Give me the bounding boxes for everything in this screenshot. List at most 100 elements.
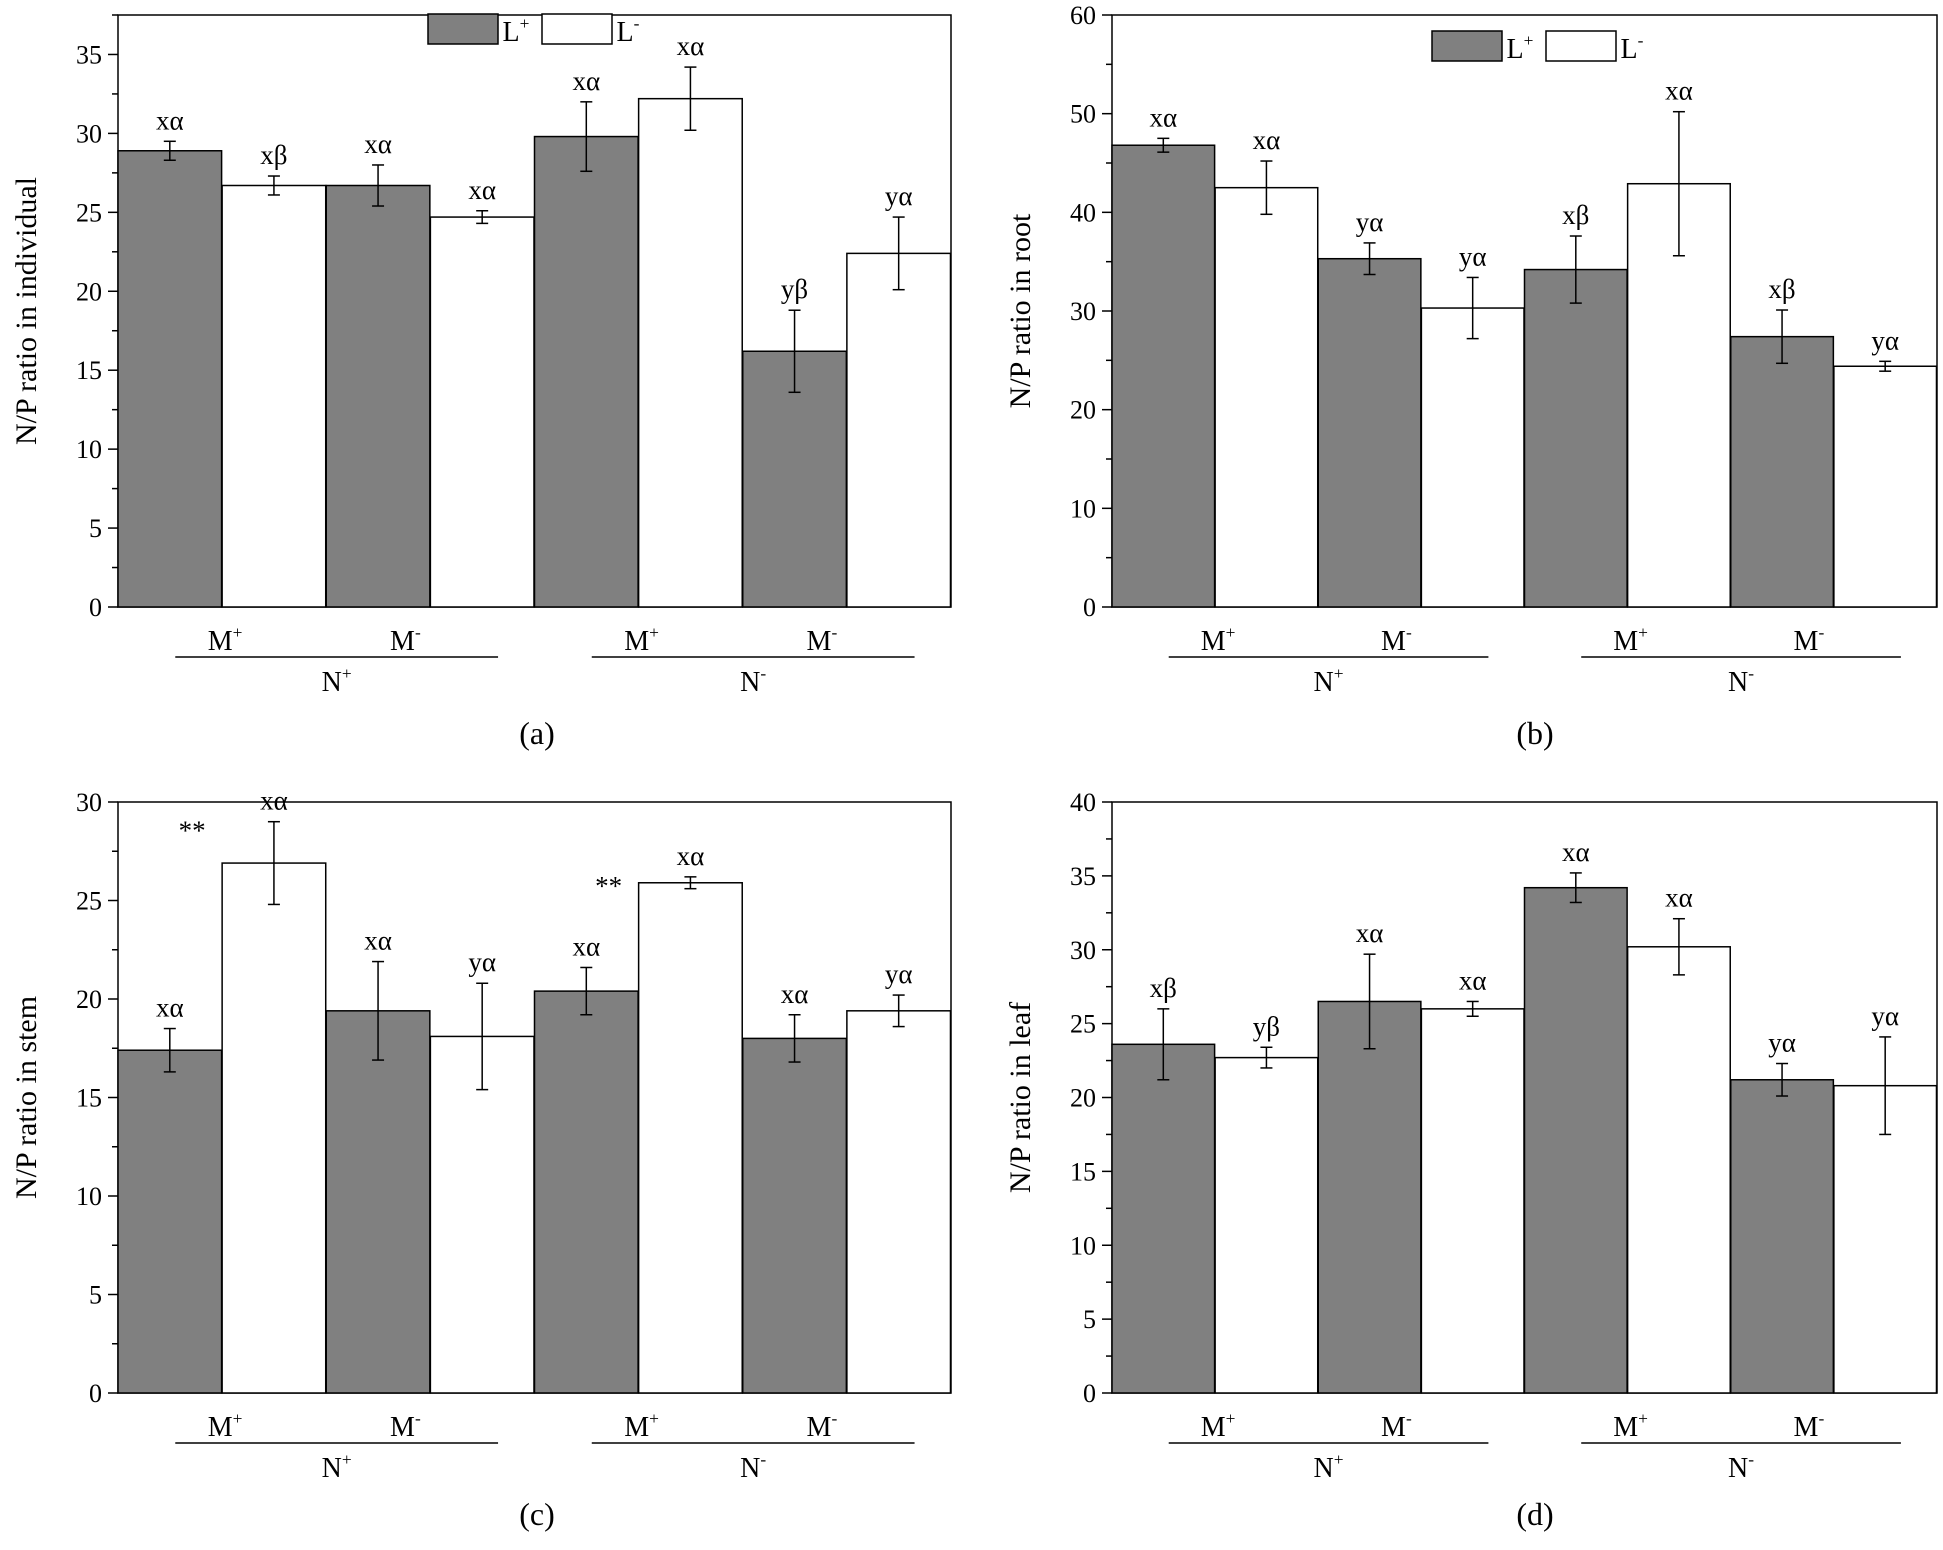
category-label-sup: - [1406, 1409, 1412, 1428]
legend-swatch-lminus [1545, 30, 1617, 62]
category-label-base: M [807, 626, 832, 657]
group-label-base: N [740, 1453, 760, 1484]
legend-label-lminus-base: L [1621, 34, 1638, 65]
category-label-sup: + [649, 1409, 659, 1428]
group-label: N+ [322, 1450, 352, 1484]
category-label-base: M [390, 626, 415, 657]
bar-lminus [1833, 1084, 1938, 1394]
significance-label: xα [1253, 125, 1281, 155]
y-tick-label: 40 [1070, 198, 1096, 227]
y-tick-label: 25 [76, 887, 102, 916]
legend-label-lminus-base: L [617, 17, 634, 48]
y-tick-label: 0 [89, 593, 102, 622]
category-label-sup: - [831, 1409, 837, 1428]
significance-label: xα [260, 786, 288, 816]
bar-lminus [1420, 1008, 1525, 1394]
group-label: N- [1728, 1450, 1754, 1484]
significance-label: yβ [781, 274, 808, 304]
significance-label: xα [781, 979, 809, 1009]
y-tick-label: 30 [76, 788, 102, 817]
y-tick-label: 5 [89, 1281, 102, 1310]
panel-label: (c) [519, 1496, 555, 1532]
y-axis-title: N/P ratio in leaf [1004, 1002, 1037, 1193]
bar-lminus [221, 862, 327, 1394]
significance-label: yα [1356, 207, 1384, 237]
category-label: M- [807, 1409, 838, 1443]
category-label: M- [1381, 623, 1412, 657]
group-label: N- [740, 1450, 766, 1484]
category-label-sup: - [1818, 623, 1824, 642]
group-label-base: N [1314, 667, 1334, 698]
legend-label-lminus-sup: - [634, 14, 640, 33]
category-label-sup: + [1638, 623, 1648, 642]
chart-panel-d: 0 5 10 15 20 25 30 35 40 N/P ratio in leaf xβ xα xα y… [1004, 788, 1938, 1532]
star-marker: ** [179, 816, 206, 846]
category-label-base: M [390, 1412, 415, 1443]
category-label: M- [390, 1409, 421, 1443]
category-label-sup: - [831, 623, 837, 642]
legend-swatch-lplus [427, 13, 499, 45]
category-label-base: M [208, 1412, 233, 1443]
legend-label-lplus-sup: + [1524, 31, 1534, 50]
group-label-sup: - [760, 664, 766, 683]
group-label-sup: - [1748, 1450, 1754, 1469]
significance-label: xβ [1768, 274, 1795, 304]
group-label: N+ [1314, 1450, 1344, 1484]
y-tick-label: 20 [1070, 396, 1096, 425]
category-label-sup: + [1638, 1409, 1648, 1428]
significance-label: xβ [260, 140, 287, 170]
category-label: M+ [1613, 623, 1648, 657]
group-label-sup: + [342, 1450, 352, 1469]
category-label-base: M [1201, 626, 1226, 657]
category-label-base: M [1381, 1412, 1406, 1443]
y-tick-label: 30 [1070, 297, 1096, 326]
legend-swatch-lplus [1431, 30, 1503, 62]
significance-label: xα [1149, 102, 1177, 132]
y-tick-label: 20 [1070, 1084, 1096, 1113]
legend-label-lminus: L- [617, 14, 640, 48]
y-tick-label: 15 [76, 356, 102, 385]
significance-label: yα [1768, 1028, 1796, 1058]
y-tick-label: 5 [1083, 1305, 1096, 1334]
y-tick-label: 40 [1070, 788, 1096, 817]
legend-label-lplus-base: L [1507, 34, 1524, 65]
category-label-sup: + [233, 623, 243, 642]
category-label-sup: - [1406, 623, 1412, 642]
group-label-sup: - [1748, 664, 1754, 683]
panel-label: (d) [1516, 1496, 1553, 1532]
y-axis-title: N/P ratio in root [1004, 213, 1037, 408]
category-label-sup: + [233, 1409, 243, 1428]
significance-label: xα [1562, 837, 1590, 867]
y-tick-label: 10 [1070, 494, 1096, 523]
legend: L+ L- [1431, 30, 1644, 65]
significance-label: xα [1665, 76, 1693, 106]
significance-label: xα [572, 66, 600, 96]
significance-label: yα [885, 181, 913, 211]
significance-label: xα [364, 129, 392, 159]
bar-lplus [533, 990, 639, 1394]
bar-lplus [1523, 886, 1628, 1394]
significance-label: yα [468, 947, 496, 977]
legend-label-lplus: L+ [1507, 31, 1534, 65]
y-tick-label: 20 [76, 985, 102, 1014]
bar-lminus [1833, 365, 1938, 608]
group-label-base: N [1314, 1453, 1334, 1484]
group-label: N+ [322, 664, 352, 698]
group-label-base: N [1728, 667, 1748, 698]
y-tick-label: 5 [89, 514, 102, 543]
category-label-sup: + [649, 623, 659, 642]
category-label-base: M [807, 1412, 832, 1443]
category-label-sup: + [1226, 1409, 1236, 1428]
group-label-base: N [322, 1453, 342, 1484]
bar-lminus [221, 184, 327, 608]
category-label-base: M [1613, 626, 1638, 657]
category-label: M+ [208, 1409, 243, 1443]
y-tick-label: 10 [76, 1182, 102, 1211]
bar-lplus [1523, 268, 1628, 608]
category-label: M+ [1613, 1409, 1648, 1443]
category-label: M- [1794, 623, 1825, 657]
significance-label: xβ [1562, 200, 1589, 230]
category-label-base: M [624, 626, 649, 657]
group-label: N- [740, 664, 766, 698]
category-label: M+ [1201, 623, 1236, 657]
